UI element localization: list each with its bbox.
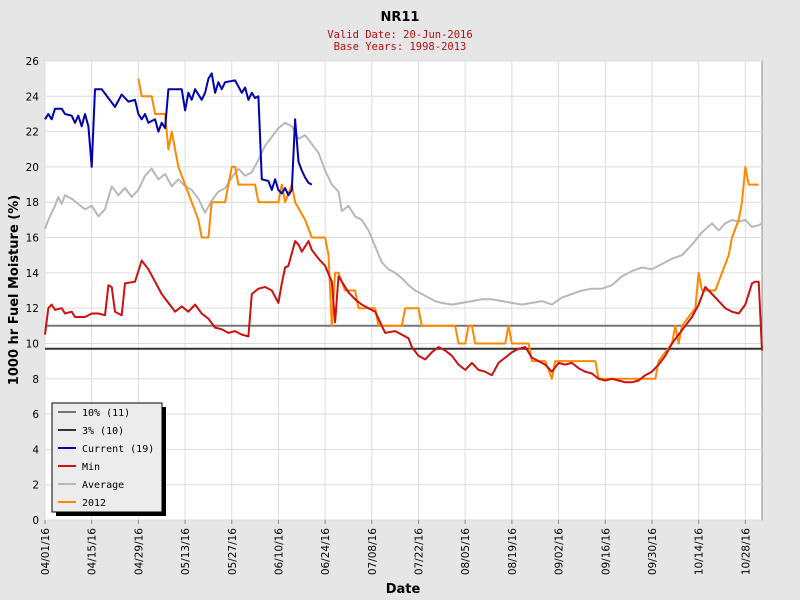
x-tick-label: 06/24/16 [320, 528, 332, 575]
x-tick-label: 04/15/16 [87, 528, 99, 575]
y-tick-label: 18 [26, 197, 39, 209]
y-tick-label: 22 [26, 127, 39, 139]
grid-lines [44, 60, 762, 521]
x-tick-label: 05/13/16 [180, 528, 192, 575]
series-line [137, 78, 759, 380]
y-tick-label: 4 [32, 444, 39, 456]
x-tick-label: 07/08/16 [367, 528, 379, 575]
y-tick-label: 8 [32, 374, 39, 386]
x-tick-label: 04/29/16 [133, 528, 145, 575]
x-tick-label: 08/05/16 [460, 528, 472, 575]
series-line [44, 240, 763, 384]
chart-subtitle-valid-date: Valid Date: 20-Jun-2016 [327, 29, 472, 41]
data-series [44, 72, 763, 384]
y-tick-label: 2 [32, 480, 39, 492]
series-line [44, 121, 763, 306]
y-tick-label: 20 [26, 162, 39, 174]
legend-label: 10% (11) [82, 408, 130, 419]
legend-label: 3% (10) [82, 426, 124, 437]
y-tick-label: 16 [26, 233, 40, 245]
x-axis-ticks: 04/01/16 04/15/16 04/29/16 05/13/16 05/27/16… [40, 520, 752, 575]
x-tick-label: 10/28/16 [740, 528, 752, 575]
x-tick-label: 07/22/16 [414, 528, 426, 575]
y-tick-label: 14 [26, 268, 40, 280]
legend-label: 2012 [82, 498, 106, 509]
y-tick-label: 0 [32, 515, 39, 527]
x-tick-label: 09/02/16 [554, 528, 566, 575]
x-tick-label: 05/27/16 [227, 528, 239, 575]
legend-label: Average [82, 480, 124, 491]
x-tick-label: 10/14/16 [694, 528, 706, 575]
series-line [44, 72, 313, 197]
legend-label: Min [82, 462, 100, 473]
x-tick-label: 09/16/16 [600, 528, 612, 575]
x-axis-label: Date [386, 582, 421, 597]
x-tick-label: 04/01/16 [40, 528, 52, 575]
legend-label: Current (19) [82, 444, 154, 455]
legend-box [51, 402, 163, 513]
y-axis-label: 1000 hr Fuel Moisture (%) [7, 195, 22, 385]
y-tick-label: 24 [26, 91, 40, 103]
legend: 10% (11) 3% (10) Current (19) Min Average 201… [51, 402, 166, 516]
y-tick-label: 6 [32, 409, 39, 421]
x-tick-label: 08/19/16 [507, 528, 519, 575]
x-tick-label: 09/30/16 [647, 528, 659, 575]
threshold-lines [45, 324, 762, 350]
y-tick-label: 26 [26, 56, 40, 68]
chart-subtitle-base-years: Base Years: 1998-2013 [334, 41, 467, 53]
x-tick-label: 06/10/16 [273, 528, 285, 575]
y-tick-label: 12 [26, 303, 39, 315]
y-tick-label: 10 [26, 338, 39, 350]
chart-title: NR11 [381, 10, 420, 25]
